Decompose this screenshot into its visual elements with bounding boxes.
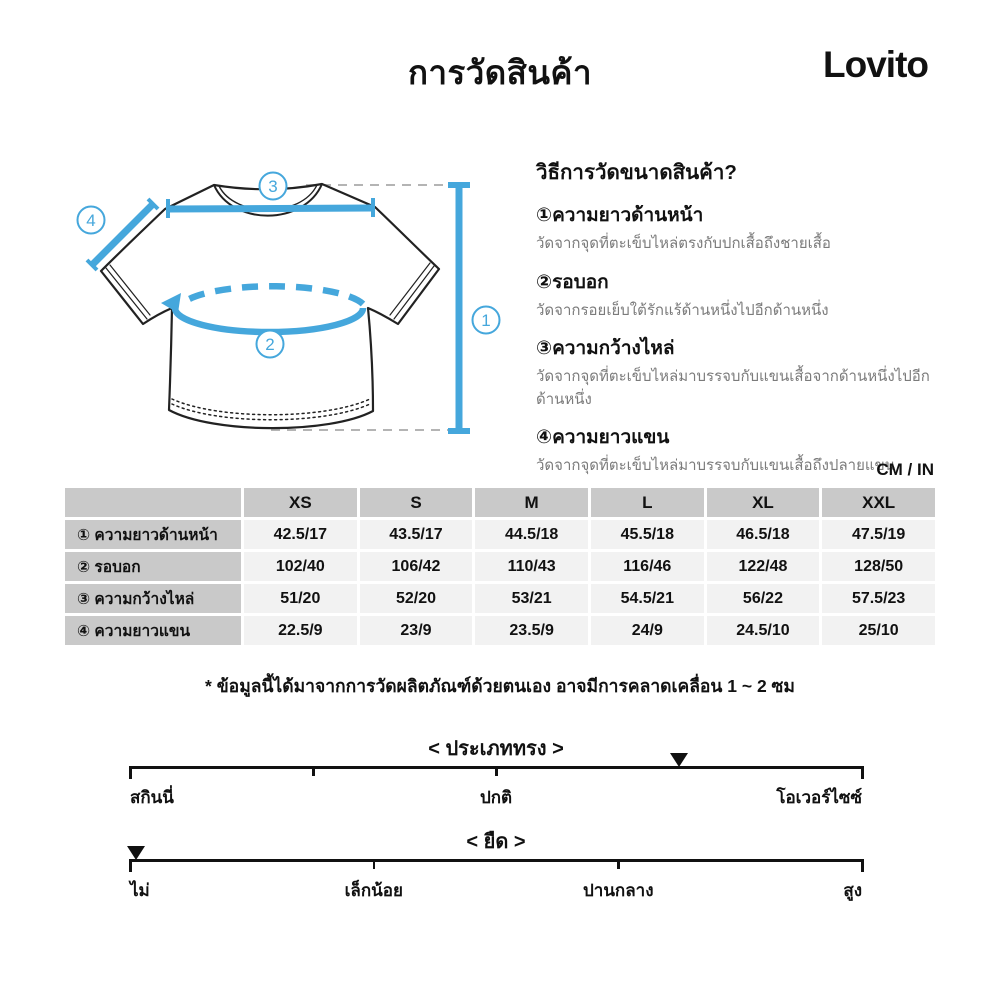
size-value-cell: 23/9	[359, 616, 473, 645]
stretch-scale: < ยืด > ไม่ เล็กน้อย ปานกลาง สูง	[126, 825, 864, 907]
measure-line-shoulder	[167, 204, 374, 213]
scale-marker-triangle	[670, 753, 688, 767]
size-value-cell: 43.5/17	[359, 520, 473, 549]
size-value-cell: 51/20	[244, 584, 357, 613]
size-value-cell: 24/9	[590, 616, 704, 645]
badge-4: 4	[86, 211, 95, 230]
size-col-header: XL	[706, 488, 820, 517]
measure-line-chest-back	[182, 283, 366, 307]
scale-mid-tick	[372, 859, 376, 869]
measure-instructions: วิธีการวัดขนาดสินค้า? ①ความยาวด้านหน้าวั…	[536, 156, 946, 478]
badge-3: 3	[268, 177, 277, 196]
size-value-cell: 47.5/19	[822, 520, 935, 549]
size-value-cell: 45.5/18	[590, 520, 704, 549]
table-row: ③ ความกว้างไหล่ 51/20 52/20 53/21 54.5/21 56/…	[65, 584, 935, 613]
measurement-item-title: ③ความกว้างไหล่	[536, 338, 675, 359]
measurement-item-desc: วัดจากรอยเย็บใต้รักแร้ด้านหนึ่งไปอีกด้าน…	[536, 301, 829, 319]
fit-type-scale-title: < ประเภททรง >	[428, 738, 564, 760]
stretch-scale-title: < ยืด >	[466, 831, 526, 853]
scale-label: โอเวอร์ไซซ์	[776, 788, 862, 807]
size-value-cell: 116/46	[590, 552, 704, 581]
size-value-cell: 52/20	[359, 584, 473, 613]
size-row-label: ① ความยาวด้านหน้า	[65, 520, 241, 549]
scale-label: ปกติ	[479, 788, 513, 807]
unit-label: CM / IN	[876, 460, 934, 479]
chest-arrowhead	[161, 293, 181, 313]
table-row: ④ ความยาวแขน 22.5/9 23/9 23.5/9 24/9 24.5/10 2…	[65, 616, 935, 645]
table-row: ② รอบอก 102/40 106/42 110/43 116/46 122/48 128…	[65, 552, 935, 581]
scale-label: ไม่	[130, 881, 150, 900]
measurement-item-title: ④ความยาวแขน	[536, 427, 670, 448]
size-value-cell: 46.5/18	[706, 520, 820, 549]
measurement-item-desc: วัดจากจุดที่ตะเข็บไหล่ตรงกับปกเสื้อถึงชา…	[536, 235, 831, 252]
scale-label: สกินนี่	[130, 788, 174, 807]
tshirt-diagram: 3 4 2 1	[76, 171, 501, 434]
size-col-header: S	[359, 488, 473, 517]
scale-mid-tick	[617, 859, 620, 869]
scale-line	[130, 859, 862, 862]
size-value-cell: 54.5/21	[590, 584, 704, 613]
tshirt-outline	[99, 182, 441, 430]
diagram-badges: 3 4 2 1	[76, 171, 501, 359]
footnote: * ข้อมูลนี้ได้มาจากการวัดผลิตภัณฑ์ด้วยตน…	[205, 676, 795, 696]
size-value-cell: 128/50	[822, 552, 935, 581]
scale-label: สูง	[843, 881, 862, 900]
scale-label: เล็กน้อย	[344, 881, 403, 900]
size-value-cell: 24.5/10	[706, 616, 820, 645]
size-col-header: M	[475, 488, 588, 517]
scale-end-tick	[129, 766, 132, 779]
scale-end-tick	[861, 859, 864, 872]
measure-line-sleeve	[89, 201, 156, 268]
table-corner-cell	[65, 488, 241, 517]
instructions-heading: วิธีการวัดขนาดสินค้า?	[536, 161, 737, 184]
size-value-cell: 102/40	[244, 552, 357, 581]
size-row-label: ② รอบอก	[65, 552, 241, 581]
size-value-cell: 22.5/9	[244, 616, 357, 645]
badge-1: 1	[481, 311, 490, 330]
size-row-label: ④ ความยาวแขน	[65, 616, 241, 645]
size-value-cell: 56/22	[706, 584, 820, 613]
scale-mid-tick	[495, 766, 498, 776]
size-col-header: L	[590, 488, 704, 517]
size-value-cell: 122/48	[706, 552, 820, 581]
page-title: การวัดสินค้า	[407, 54, 592, 91]
size-col-header: XS	[244, 488, 357, 517]
fit-type-scale: < ประเภททรง > สกินนี่ ปกติ โอเวอร์ไซซ์	[129, 732, 864, 814]
size-value-cell: 110/43	[475, 552, 588, 581]
size-row-label: ③ ความกว้างไหล่	[65, 584, 241, 613]
scale-end-tick	[129, 859, 132, 872]
measurement-item-title: ①ความยาวด้านหน้า	[536, 205, 704, 226]
scale-marker-triangle	[126, 846, 145, 860]
table-row: ① ความยาวด้านหน้า 42.5/17 43.5/17 44.5/18 45…	[65, 520, 935, 549]
size-value-cell: 42.5/17	[244, 520, 357, 549]
scale-end-tick	[861, 766, 864, 779]
size-value-cell: 53/21	[475, 584, 588, 613]
scale-label: ปานกลาง	[582, 881, 654, 900]
size-value-cell: 44.5/18	[475, 520, 588, 549]
measurement-item-desc: วัดจากจุดที่ตะเข็บไหล่มาบรรจบกับแขนเสื้อ…	[536, 457, 896, 474]
badge-2: 2	[265, 335, 274, 354]
size-col-header: XXL	[822, 488, 935, 517]
size-value-cell: 23.5/9	[475, 616, 588, 645]
measurement-item-desc: วัดจากจุดที่ตะเข็บไหล่มาบรรจบกับแขนเสื้อ…	[536, 368, 930, 408]
size-value-cell: 57.5/23	[822, 584, 935, 613]
scale-mid-tick	[312, 766, 315, 776]
measurement-item-title: ②รอบอก	[536, 271, 609, 293]
size-value-cell: 106/42	[359, 552, 473, 581]
size-table: XS S M L XL XXL ① ความยาวด้านหน้า 42.5/17 43.5/…	[62, 485, 938, 648]
brand-logo: Lovito	[823, 44, 929, 85]
size-value-cell: 25/10	[822, 616, 935, 645]
